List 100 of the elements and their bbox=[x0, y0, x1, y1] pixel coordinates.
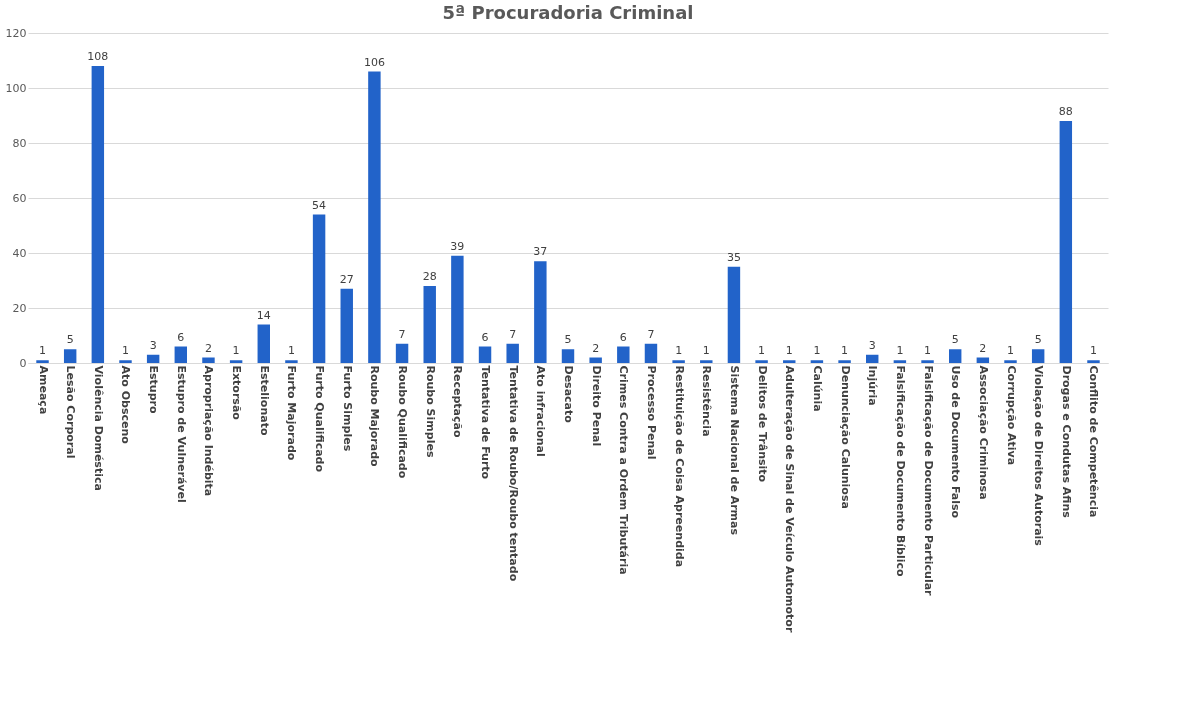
bar bbox=[644, 343, 658, 363]
x-tick-label: Tentativa de Furto bbox=[479, 365, 493, 480]
data-label: 1 bbox=[287, 344, 295, 358]
x-tick-label: Tentativa de Roubo/Roubo tentado bbox=[506, 365, 520, 582]
x-tick-label: Conflito de Competência bbox=[1087, 365, 1101, 518]
x-tick-label: Roubo Majorado bbox=[368, 365, 382, 468]
data-label: 7 bbox=[398, 327, 406, 341]
data-label: 1 bbox=[1089, 344, 1097, 358]
bar bbox=[174, 346, 188, 363]
bar bbox=[451, 255, 464, 363]
data-label: 1 bbox=[232, 344, 240, 358]
chart-title: 5ª Procuradoria Criminal bbox=[442, 2, 694, 23]
data-label: 39 bbox=[450, 239, 465, 253]
x-tick-label: Associação Criminosa bbox=[976, 365, 990, 500]
data-label: 6 bbox=[619, 330, 627, 344]
bar bbox=[202, 357, 215, 363]
x-tick-label: Delitos de Trânsito bbox=[755, 365, 769, 483]
bar bbox=[1031, 349, 1045, 363]
data-label: 106 bbox=[363, 55, 385, 69]
x-tick-label: Crimes Contra a Ordem Tributária bbox=[617, 365, 631, 575]
x-tick-label: Falsificação de Documento Bíblico bbox=[893, 365, 907, 577]
x-tick-label: Injúria bbox=[866, 365, 880, 406]
x-tick-label: Violação de Direitos Autorais bbox=[1032, 365, 1046, 547]
bar bbox=[921, 360, 934, 363]
y-tick-label: 20 bbox=[12, 301, 27, 315]
x-tick-label: Desacato bbox=[562, 365, 575, 424]
bar bbox=[312, 214, 326, 363]
bar bbox=[63, 349, 77, 363]
y-tick-label: 100 bbox=[5, 81, 27, 95]
x-tick-label: Corrupção Ativa bbox=[1004, 365, 1018, 466]
x-tick-label: Roubo Qualificado bbox=[396, 365, 410, 479]
bar bbox=[589, 357, 602, 363]
data-label: 6 bbox=[177, 330, 185, 344]
bar bbox=[119, 360, 132, 363]
data-label: 1 bbox=[841, 344, 849, 358]
x-tick-label: Extorsão bbox=[230, 365, 244, 421]
x-tick-label: Calúnia bbox=[810, 365, 824, 412]
bar bbox=[838, 360, 851, 363]
x-tick-label: Ameaça bbox=[36, 365, 50, 415]
bar bbox=[229, 360, 243, 363]
bar bbox=[755, 360, 768, 363]
bar bbox=[285, 360, 298, 363]
x-tick-label: Restituição de Coisa Apreendida bbox=[672, 365, 686, 568]
x-tick-label: Violência Doméstica bbox=[91, 365, 105, 491]
y-tick-label: 120 bbox=[5, 26, 27, 40]
data-label: 1 bbox=[121, 344, 129, 358]
data-label: 2 bbox=[204, 341, 212, 355]
x-tick-label: Furto Simples bbox=[340, 365, 354, 452]
data-label: 5 bbox=[1034, 333, 1042, 347]
bar bbox=[1087, 360, 1100, 363]
x-tick-label: Ato infracional bbox=[534, 365, 548, 457]
data-label: 1 bbox=[758, 344, 766, 358]
x-tick-label: Lesão Corporal bbox=[64, 365, 78, 459]
data-label: 27 bbox=[339, 272, 354, 286]
x-tick-label: Apropriação Indébita bbox=[202, 365, 216, 497]
x-tick-label: Furto Qualificado bbox=[313, 365, 327, 473]
data-label: 1 bbox=[675, 344, 683, 358]
data-label: 14 bbox=[256, 308, 271, 322]
x-tick-label: Furto Majorado bbox=[285, 365, 299, 461]
x-tick-label: Resistência bbox=[700, 365, 714, 437]
data-label: 5 bbox=[951, 333, 959, 347]
x-tick-label: Drogas e Condutas Afins bbox=[1059, 365, 1073, 519]
bar bbox=[561, 349, 575, 363]
data-label: 1 bbox=[702, 344, 710, 358]
x-tick-label: Roubo Simples bbox=[423, 365, 437, 458]
x-tick-label: Estupro de Vulnerável bbox=[174, 365, 188, 503]
data-label: 1 bbox=[39, 344, 47, 358]
data-label: 5 bbox=[564, 333, 572, 347]
y-tick-label: 80 bbox=[12, 136, 27, 150]
x-tick-label: Uso de Documento Falso bbox=[949, 365, 963, 519]
x-tick-label: Denunciação Caluniosa bbox=[838, 365, 852, 509]
x-tick-label: Ato Obsceno bbox=[119, 365, 133, 445]
bar bbox=[423, 286, 436, 363]
data-label: 1 bbox=[896, 344, 904, 358]
y-tick-label: 0 bbox=[19, 356, 27, 370]
bar bbox=[395, 343, 409, 363]
bar bbox=[727, 266, 741, 363]
y-tick-label: 40 bbox=[12, 246, 27, 260]
bar bbox=[672, 360, 685, 363]
x-tick-label: Receptação bbox=[451, 365, 465, 438]
bar bbox=[478, 346, 492, 363]
data-label: 1 bbox=[813, 344, 821, 358]
bar bbox=[368, 71, 381, 363]
data-label: 3 bbox=[149, 338, 157, 352]
data-label: 7 bbox=[647, 327, 655, 341]
bar bbox=[91, 66, 105, 363]
bar bbox=[700, 360, 713, 363]
bar bbox=[1004, 360, 1017, 363]
bar bbox=[1059, 121, 1073, 363]
bar bbox=[534, 261, 547, 363]
bar bbox=[340, 288, 353, 363]
data-label: 3 bbox=[868, 338, 876, 352]
data-label: 6 bbox=[481, 330, 489, 344]
data-label: 1 bbox=[1007, 344, 1015, 358]
bar bbox=[866, 354, 879, 363]
x-tick-label: Direito Penal bbox=[589, 365, 603, 447]
bar bbox=[948, 349, 962, 363]
y-tick-label: 60 bbox=[12, 191, 27, 205]
data-label: 108 bbox=[87, 50, 109, 63]
bar bbox=[146, 354, 160, 363]
